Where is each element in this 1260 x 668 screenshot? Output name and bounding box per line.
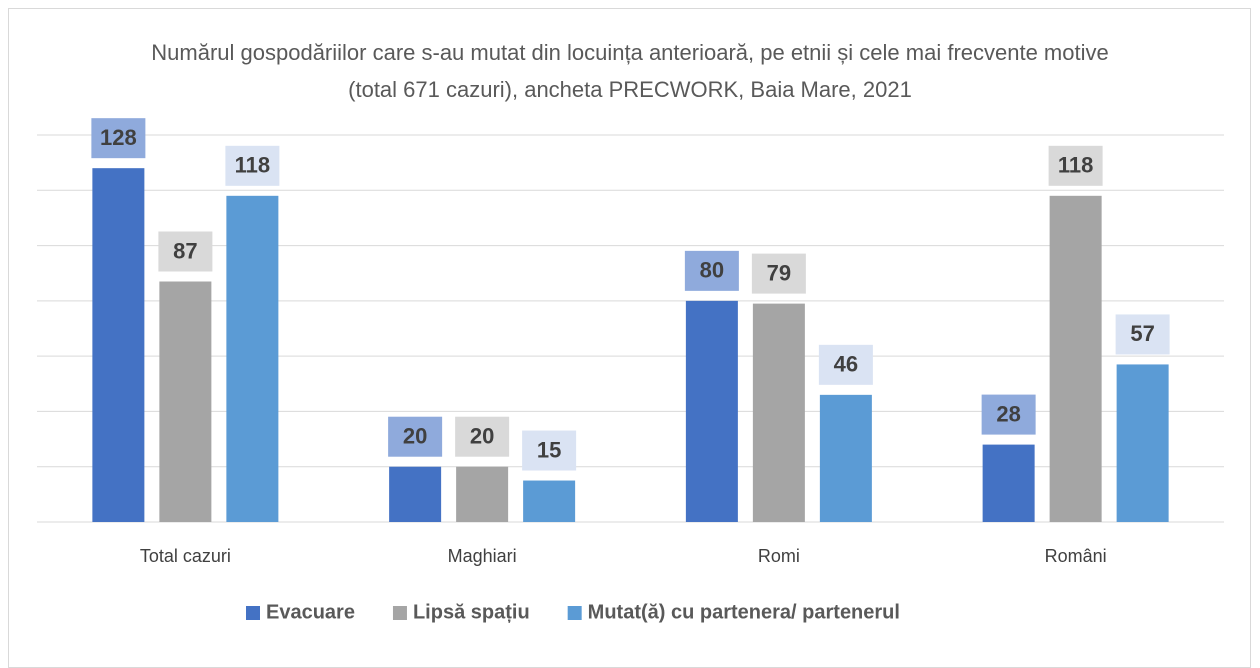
data-label-box: [818, 344, 873, 385]
legend-label: Evacuare: [266, 601, 355, 623]
bar: [389, 466, 442, 522]
data-label-box: [91, 118, 146, 159]
data-label-box: [225, 145, 280, 186]
data-label-box: [388, 416, 443, 457]
data-label-box: [1048, 145, 1103, 186]
legend-swatch: [246, 606, 260, 620]
data-label: 15: [537, 437, 561, 462]
data-label-box: [158, 231, 213, 272]
x-tick-label: Maghiari: [448, 546, 517, 566]
chart-title: Numărul gospodăriilor care s-au mutat di…: [151, 40, 1109, 102]
bar: [819, 394, 872, 522]
bar: [752, 303, 805, 522]
x-tick-label: Romi: [758, 546, 800, 566]
data-label: 128: [100, 125, 137, 150]
bar: [1049, 195, 1102, 523]
data-label: 57: [1130, 321, 1154, 346]
legend-label: Lipsă spațiu: [413, 601, 530, 623]
data-label-box: [455, 416, 510, 457]
data-label: 80: [700, 258, 724, 283]
x-tick-label: Total cazuri: [140, 546, 231, 566]
bar: [982, 444, 1035, 522]
data-label-box: [751, 253, 806, 294]
data-label-box: [684, 250, 739, 291]
data-label: 28: [996, 401, 1020, 426]
page: Numărul gospodăriilor care s-au mutat di…: [8, 8, 1251, 668]
data-label: 46: [834, 352, 858, 377]
bar: [523, 480, 576, 522]
legend-swatch: [392, 606, 407, 620]
data-label-box: [1115, 314, 1170, 355]
bar: [92, 168, 145, 522]
data-label: 87: [173, 238, 197, 263]
data-label-box: [981, 394, 1036, 435]
data-label: 20: [470, 424, 494, 449]
legend-swatch: [567, 606, 582, 620]
chart: Total cazuri 128 87 118 Maghiari 20 20 15 Romi 80…: [37, 118, 1224, 623]
legend-label: Mutat(ă) cu partenera/ partenerul: [588, 601, 900, 623]
data-label: 79: [767, 260, 791, 285]
data-label: 118: [1058, 153, 1094, 178]
bar: [159, 281, 212, 522]
x-tick-label: Români: [1045, 546, 1107, 566]
bar: [226, 195, 279, 523]
data-label: 20: [403, 424, 427, 449]
bar: [685, 300, 738, 522]
data-label-box: [522, 430, 577, 471]
data-label: 118: [235, 153, 271, 178]
bar: [1116, 364, 1169, 522]
bar: [456, 466, 509, 522]
